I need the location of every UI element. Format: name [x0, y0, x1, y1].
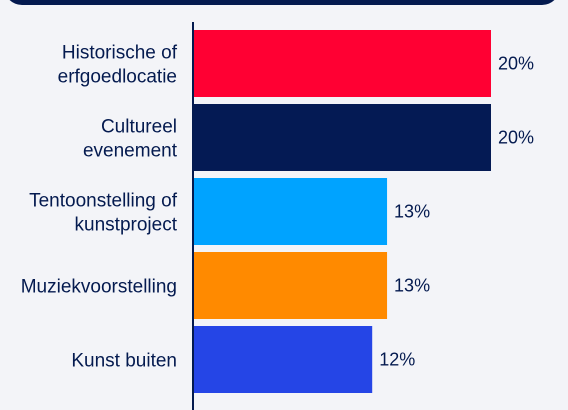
value-label-1: 20% [498, 54, 534, 74]
category-label-2-line-2: evenement [83, 141, 178, 162]
bar-1 [194, 30, 491, 97]
value-label-3: 13% [394, 202, 430, 222]
value-label-4: 13% [394, 276, 430, 296]
header-banner [4, 0, 560, 5]
category-label-1-line-2: erfgoedlocatie [58, 67, 177, 88]
category-label-3-line-2: kunstproject [75, 215, 178, 236]
bar-5 [194, 326, 373, 393]
category-label-2-line-1: Cultureel [101, 117, 177, 138]
category-label-5: Kunst buiten [71, 351, 177, 372]
bar-4 [194, 252, 388, 319]
category-label-1-line-1: Historische of [62, 43, 178, 64]
value-label-5: 12% [379, 350, 415, 370]
bar-3 [194, 178, 388, 245]
value-label-2: 20% [498, 128, 534, 148]
category-label-3-line-1: Tentoonstelling of [29, 191, 178, 212]
bar-2 [194, 104, 491, 171]
category-label-4: Muziekvoorstelling [21, 277, 177, 298]
